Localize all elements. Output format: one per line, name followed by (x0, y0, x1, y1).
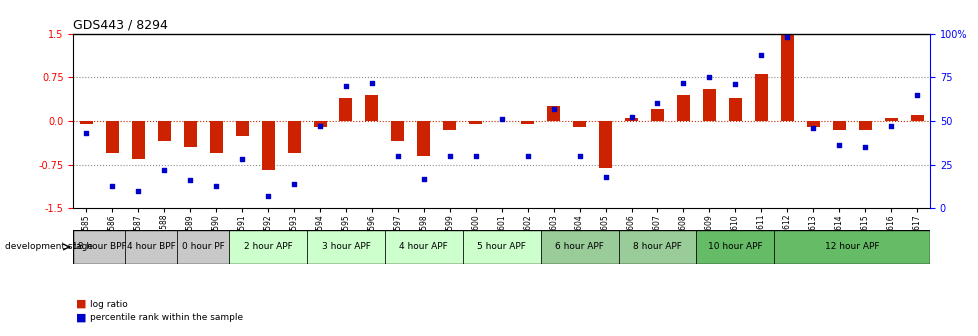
Point (701, 75, 717, 80)
Text: ■: ■ (76, 299, 87, 309)
Bar (391, 121, 404, 141)
Bar (307, 230, 384, 264)
Point (727, 82, 742, 87)
Point (441, 153, 457, 159)
Text: log ratio: log ratio (90, 300, 128, 308)
Point (286, 181, 301, 186)
Bar (288, 121, 300, 153)
Point (364, 80, 379, 85)
Bar (676, 95, 689, 121)
Bar (910, 115, 922, 121)
Point (130, 188, 146, 194)
Text: 3 hour APF: 3 hour APF (321, 243, 370, 251)
Point (105, 183, 120, 188)
Bar (832, 121, 845, 130)
Bar (384, 230, 463, 264)
Text: ■: ■ (76, 312, 87, 323)
Bar (80, 121, 93, 124)
Bar (695, 230, 774, 264)
Text: 2 hour APF: 2 hour APF (244, 243, 292, 251)
Text: development stage: development stage (5, 243, 93, 251)
Point (882, 124, 898, 129)
Bar (540, 230, 618, 264)
Text: 12 hour APF: 12 hour APF (824, 243, 878, 251)
Bar (417, 121, 430, 156)
Bar (157, 121, 170, 141)
Bar (618, 230, 695, 264)
Text: 18 hour BPF: 18 hour BPF (72, 243, 126, 251)
Point (467, 153, 483, 159)
Bar (599, 121, 611, 168)
Point (260, 194, 276, 199)
Point (909, 92, 924, 97)
Bar (261, 121, 274, 170)
Point (416, 176, 431, 181)
Text: 4 hour BPF: 4 hour BPF (127, 243, 175, 251)
Point (675, 80, 690, 85)
Text: 5 hour APF: 5 hour APF (477, 243, 525, 251)
Bar (468, 121, 482, 124)
Point (753, 52, 769, 57)
Point (182, 178, 198, 183)
Bar (184, 121, 197, 147)
Bar (132, 121, 145, 159)
Point (156, 167, 172, 173)
Bar (650, 109, 663, 121)
Bar (624, 118, 638, 121)
Text: 6 hour APF: 6 hour APF (555, 243, 603, 251)
Text: percentile rank within the sample: percentile rank within the sample (90, 313, 243, 322)
Point (78, 130, 94, 136)
Point (312, 124, 328, 129)
Point (234, 157, 249, 162)
Bar (547, 107, 559, 121)
Point (493, 117, 509, 122)
Bar (106, 121, 118, 153)
Bar (177, 230, 229, 264)
Point (546, 106, 561, 112)
Point (519, 153, 535, 159)
Point (649, 101, 665, 106)
Point (337, 83, 353, 89)
Text: 10 hour APF: 10 hour APF (707, 243, 762, 251)
Bar (229, 230, 307, 264)
Point (778, 34, 794, 40)
Bar (125, 230, 177, 264)
Text: 0 hour PF: 0 hour PF (182, 243, 224, 251)
Bar (780, 31, 793, 121)
Bar (729, 98, 741, 121)
Bar (806, 121, 819, 127)
Point (571, 153, 587, 159)
Point (805, 125, 821, 131)
Bar (365, 95, 378, 121)
Bar (73, 230, 125, 264)
Bar (313, 121, 327, 127)
Text: 8 hour APF: 8 hour APF (633, 243, 682, 251)
Point (857, 144, 872, 150)
Bar (858, 121, 870, 130)
Text: 4 hour APF: 4 hour APF (399, 243, 448, 251)
Point (623, 115, 639, 120)
Point (389, 153, 405, 159)
Point (598, 174, 613, 179)
Bar (463, 230, 540, 264)
Bar (209, 121, 222, 153)
Bar (236, 121, 248, 135)
Bar (520, 121, 534, 124)
Bar (443, 121, 456, 130)
Bar (754, 74, 767, 121)
Point (830, 143, 846, 148)
Bar (774, 230, 929, 264)
Point (208, 183, 224, 188)
Bar (702, 89, 715, 121)
Bar (884, 118, 897, 121)
Bar (339, 98, 352, 121)
Text: GDS443 / 8294: GDS443 / 8294 (73, 18, 168, 31)
Bar (572, 121, 586, 127)
